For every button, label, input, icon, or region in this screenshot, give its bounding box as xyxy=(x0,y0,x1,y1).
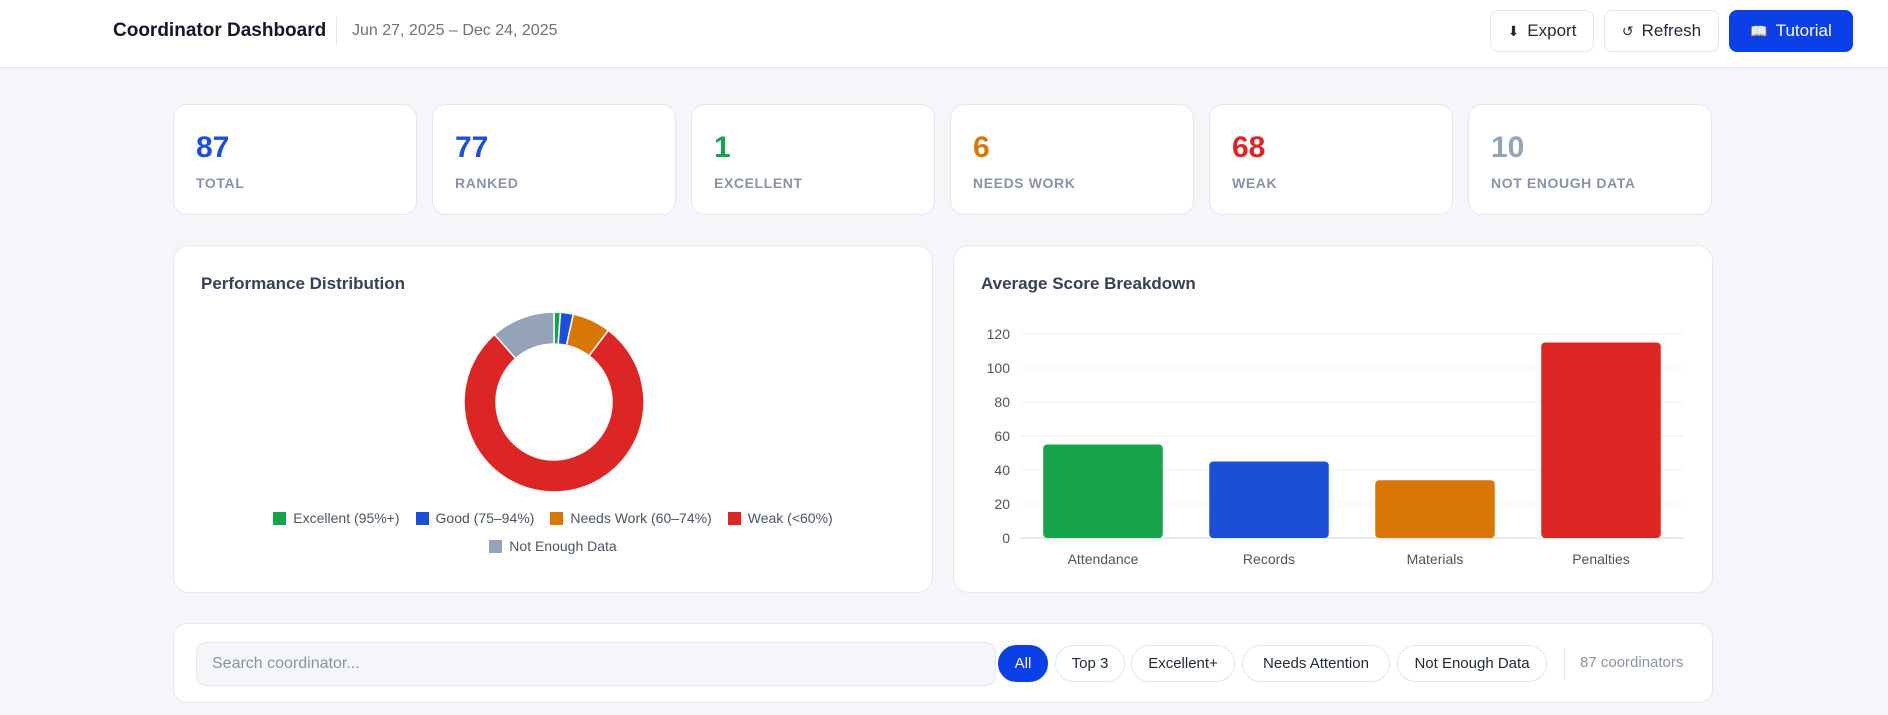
chart-legend: Excellent (95%+) Good (75–94%) Needs Work … xyxy=(174,510,932,554)
coordinator-count: 87 coordinators xyxy=(1580,654,1684,671)
bar[interactable] xyxy=(1541,342,1661,539)
legend-swatch xyxy=(489,539,503,553)
bar[interactable] xyxy=(1043,444,1163,539)
export-label: Export xyxy=(1527,21,1577,40)
refresh-label: Refresh xyxy=(1641,21,1702,40)
breakdown-panel: Average Score Breakdown 0 20 40 60 80 100 120 A… xyxy=(953,245,1713,593)
donut-slice[interactable] xyxy=(493,312,555,360)
stat-card-needs-work: 6 NEEDS WORK xyxy=(950,104,1194,215)
stat-card-ranked: 77 RANKED xyxy=(432,104,676,215)
filter-pill-excellent[interactable]: Excellent+ xyxy=(1131,645,1235,682)
filter-bar: All Top 3 Excellent+ Needs Attention Not… xyxy=(173,623,1713,703)
refresh-button[interactable]: ↺ Refresh xyxy=(1604,10,1719,52)
filter-pill-all[interactable]: All xyxy=(998,645,1048,682)
top-bar: Coordinator Dashboard Jun 27, 2025 – Dec… xyxy=(0,0,1888,68)
stat-label: NOT ENOUGH DATA xyxy=(1491,175,1636,191)
tutorial-label: Tutorial xyxy=(1775,21,1832,40)
performance-panel: Performance Distribution Excellent (95%+… xyxy=(173,245,933,593)
export-button[interactable]: ⬇ Export xyxy=(1490,10,1594,52)
legend-swatch xyxy=(727,511,741,525)
header-divider xyxy=(336,17,337,45)
bar[interactable] xyxy=(1209,461,1329,539)
stat-value: 10 xyxy=(1491,131,1525,164)
stat-value: 77 xyxy=(455,131,489,164)
stat-value: 1 xyxy=(714,131,731,164)
y-tick-label: 0 xyxy=(1002,530,1010,546)
legend-item[interactable]: Not Enough Data xyxy=(489,538,617,554)
stat-value: 87 xyxy=(196,131,230,164)
legend-item[interactable]: Good (75–94%) xyxy=(415,510,535,526)
stat-label: TOTAL xyxy=(196,175,245,191)
y-tick-label: 60 xyxy=(994,428,1010,444)
stat-value: 68 xyxy=(1232,131,1266,164)
stat-card-not-enough-data: 10 NOT ENOUGH DATA xyxy=(1468,104,1712,215)
bar-chart: 0 20 40 60 80 100 120 Attendance Records Material… xyxy=(987,326,1684,567)
stat-value: 6 xyxy=(973,131,990,164)
x-tick-label: Attendance xyxy=(1068,551,1139,567)
filter-pill-not-enough-data[interactable]: Not Enough Data xyxy=(1397,645,1547,682)
legend-label: Not Enough Data xyxy=(509,538,617,554)
legend-label: Excellent (95%+) xyxy=(293,510,400,526)
stat-label: WEAK xyxy=(1232,175,1278,191)
filter-pill-top-3[interactable]: Top 3 xyxy=(1055,645,1125,682)
donut-chart xyxy=(463,312,645,493)
book-icon: 📖 xyxy=(1750,22,1768,39)
x-tick-label: Penalties xyxy=(1572,551,1630,567)
stat-label: NEEDS WORK xyxy=(973,175,1076,191)
refresh-icon: ↺ xyxy=(1621,22,1634,39)
legend-item[interactable]: Excellent (95%+) xyxy=(273,510,400,526)
search-input[interactable] xyxy=(196,642,996,686)
y-tick-label: 80 xyxy=(994,394,1010,410)
legend-label: Weak (<60%) xyxy=(747,510,833,526)
bar[interactable] xyxy=(1375,480,1495,538)
stat-card-weak: 68 WEAK xyxy=(1209,104,1453,215)
x-tick-label: Materials xyxy=(1407,551,1464,567)
filter-pill-needs-attention[interactable]: Needs Attention xyxy=(1242,645,1390,682)
stat-card-excellent: 1 EXCELLENT xyxy=(691,104,935,215)
y-tick-label: 40 xyxy=(994,462,1010,478)
panel-title: Performance Distribution xyxy=(201,274,406,293)
stat-label: RANKED xyxy=(455,175,519,191)
legend-label: Needs Work (60–74%) xyxy=(570,510,712,526)
y-tick-label: 100 xyxy=(987,360,1011,376)
stat-label: EXCELLENT xyxy=(714,175,803,191)
page-title: Coordinator Dashboard xyxy=(113,20,327,41)
panel-title: Average Score Breakdown xyxy=(981,274,1196,293)
filter-divider xyxy=(1564,648,1565,680)
tutorial-button[interactable]: 📖 Tutorial xyxy=(1729,10,1853,52)
legend-label: Good (75–94%) xyxy=(435,510,535,526)
date-range[interactable]: Jun 27, 2025 – Dec 24, 2025 xyxy=(352,22,558,39)
legend-swatch xyxy=(415,511,429,525)
y-tick-label: 120 xyxy=(987,326,1011,342)
legend-swatch xyxy=(550,511,564,525)
download-icon: ⬇ xyxy=(1507,22,1520,39)
donut-slice[interactable] xyxy=(463,329,645,493)
stat-card-total: 87 TOTAL xyxy=(173,104,417,215)
y-tick-label: 20 xyxy=(994,496,1010,512)
legend-swatch xyxy=(273,511,287,525)
legend-item[interactable]: Needs Work (60–74%) xyxy=(550,510,712,526)
x-tick-label: Records xyxy=(1243,551,1295,567)
legend-item[interactable]: Weak (<60%) xyxy=(727,510,833,526)
